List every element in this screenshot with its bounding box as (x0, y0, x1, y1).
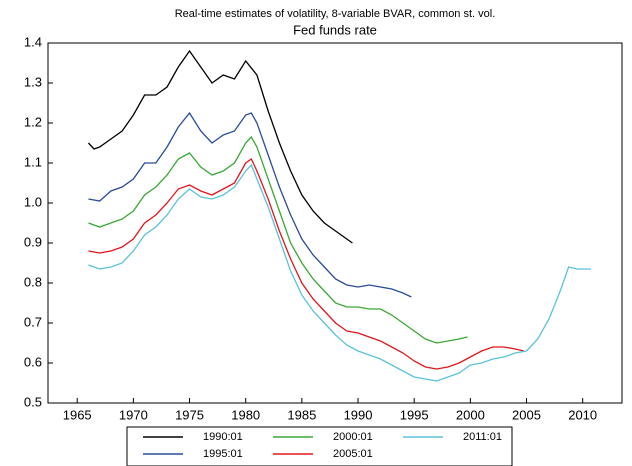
x-tick-label: 1970 (119, 407, 148, 422)
legend-label: 2011:01 (463, 431, 502, 443)
x-tick-label: 1985 (287, 407, 316, 422)
x-tick-label: 2010 (568, 407, 597, 422)
x-tick-label: 1990 (344, 407, 373, 422)
x-tick-label: 2005 (512, 407, 541, 422)
y-tick-label: 0.7 (24, 314, 42, 329)
y-tick-label: 1.2 (24, 114, 42, 129)
series-line (88, 111, 412, 298)
y-tick-label: 0.8 (24, 274, 42, 289)
series-line (88, 163, 592, 382)
y-tick-label: 1.0 (24, 194, 42, 209)
x-tick-label: 1995 (400, 407, 429, 422)
x-tick-label: 1980 (231, 407, 260, 422)
series-line (88, 158, 524, 370)
y-tick-label: 1.4 (24, 34, 42, 49)
series-line (87, 49, 353, 244)
series-line (88, 135, 468, 344)
y-tick-label: 0.9 (24, 234, 42, 249)
chart-subtitle: Fed funds rate (293, 22, 377, 37)
legend-label: 1990:01 (203, 431, 243, 443)
y-tick-label: 0.5 (24, 394, 42, 409)
y-tick-label: 0.6 (24, 354, 42, 369)
y-tick-label: 1.3 (24, 74, 42, 89)
x-tick-label: 1965 (63, 407, 92, 422)
y-tick-label: 1.1 (24, 154, 42, 169)
legend-box (126, 426, 513, 466)
legend-label: 2005:01 (333, 448, 373, 460)
x-tick-label: 2000 (456, 407, 485, 422)
legend-label: 1995:01 (203, 448, 243, 460)
plot-frame (47, 42, 623, 404)
legend-label: 2000:01 (333, 431, 373, 443)
x-tick-label: 1975 (175, 407, 204, 422)
chart-title: Real-time estimates of volatility, 8-var… (175, 8, 496, 20)
